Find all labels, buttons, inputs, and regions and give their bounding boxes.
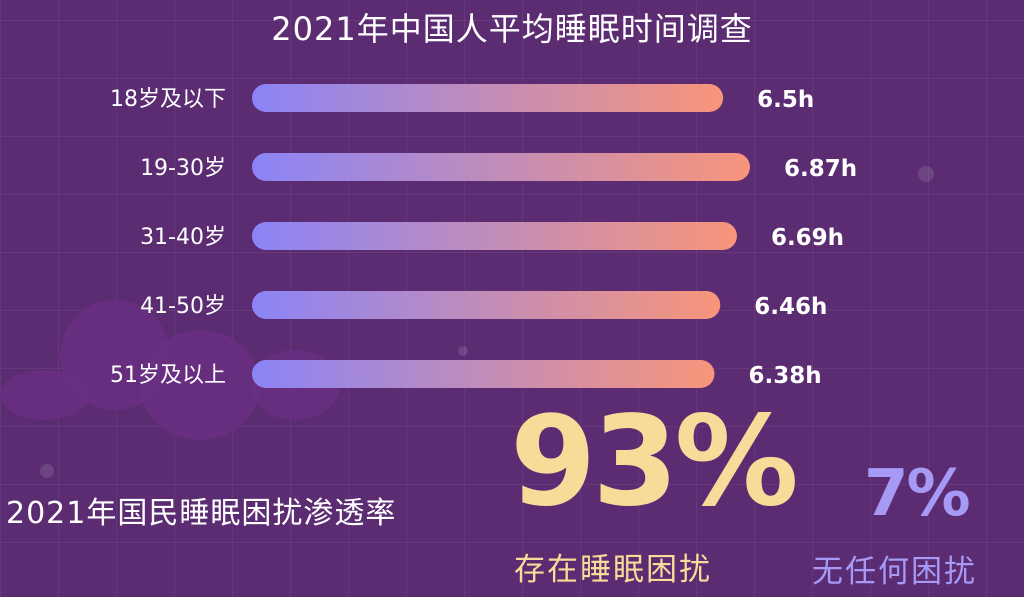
value-label: 6.38h: [748, 363, 821, 389]
category-label: 41-50岁: [140, 294, 226, 319]
bar: [252, 153, 750, 181]
penetration-title: 2021年国民睡眠困扰渗透率: [6, 496, 397, 531]
background-dot: [458, 346, 468, 356]
bar: [252, 84, 724, 112]
value-label: 6.5h: [757, 87, 814, 113]
category-label: 18岁及以下: [110, 87, 226, 112]
bar: [252, 222, 737, 250]
background-blob: [140, 330, 260, 440]
value-label: 6.46h: [754, 294, 827, 320]
category-label: 31-40岁: [140, 225, 226, 250]
bar-chart: 18岁及以下 6.5h 19-30岁 6.87h 31-40岁 6.69h 41-50岁 6.…: [110, 84, 857, 389]
bar: [252, 291, 721, 319]
bar: [252, 360, 715, 388]
troubled-percent: 93%: [510, 390, 799, 534]
value-label: 6.87h: [784, 156, 857, 182]
troubled-caption: 存在睡眠困扰: [514, 552, 712, 588]
background-dot: [40, 464, 54, 478]
chart-title: 2021年中国人平均睡眠时间调查: [271, 10, 753, 48]
category-label: 51岁及以上: [110, 363, 226, 388]
untroubled-percent: 7%: [864, 457, 971, 531]
background-blob: [0, 370, 90, 420]
value-label: 6.69h: [771, 225, 844, 251]
background-dot: [918, 166, 934, 182]
category-label: 19-30岁: [140, 156, 226, 181]
untroubled-caption: 无任何困扰: [812, 554, 977, 590]
